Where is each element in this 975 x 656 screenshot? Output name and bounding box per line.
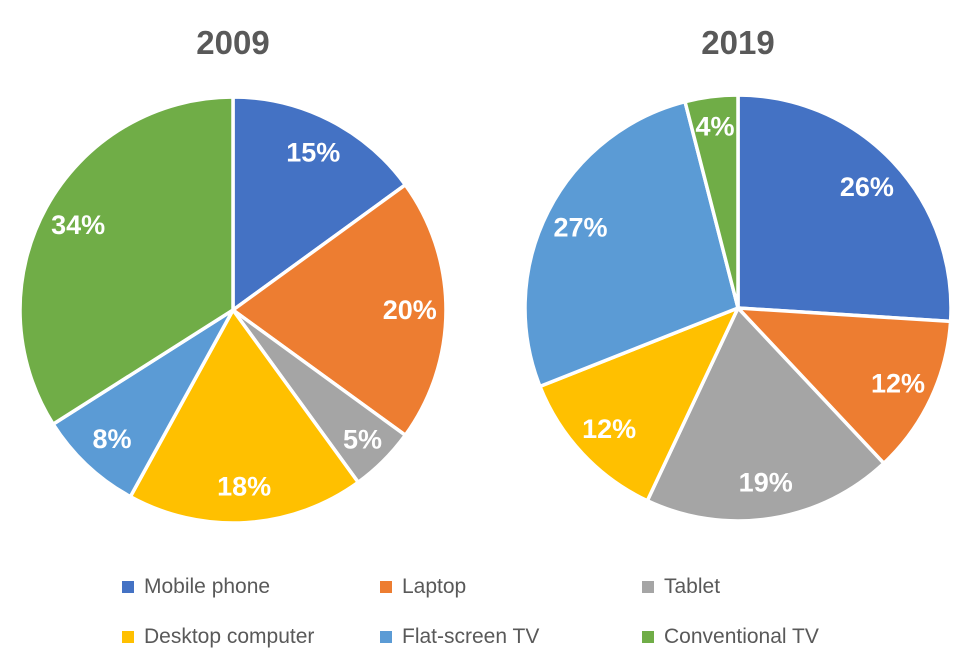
pie-data-label-laptop: 12% [871, 368, 925, 398]
pie-slice-flat-screen-tv [51, 308, 235, 499]
legend-label: Laptop [402, 575, 467, 598]
pie-slice-mobile-phone [231, 95, 408, 312]
legend-item-conventional-tv: Conventional TV [642, 624, 819, 650]
pie-data-label-mobile-phone: 26% [840, 172, 894, 202]
pie-data-label-desktop-computer: 18% [217, 471, 271, 501]
pie-slice-tablet [645, 306, 886, 523]
pie-data-label-flat-screen-tv: 27% [553, 213, 607, 243]
pie-chart-2009: 15% 20% 5% 18% 8% 34% [18, 95, 448, 525]
legend-label: Tablet [664, 575, 721, 598]
legend-item-laptop: Laptop [380, 574, 466, 600]
pie-slice-conventional-tv [683, 93, 740, 310]
pie-slice-flat-screen-tv [523, 99, 740, 389]
legend-label: Desktop computer [144, 625, 315, 648]
pie-slice-desktop-computer [128, 308, 360, 525]
legend-item-flat-screen-tv: Flat-screen TV [380, 624, 539, 650]
pie-chart-2019: 26% 12% 19% 12% 27% 4% [523, 93, 953, 523]
pie-slice-laptop [231, 183, 448, 437]
pie-data-label-laptop: 20% [383, 295, 437, 325]
legend-item-mobile-phone: Mobile phone [122, 574, 270, 600]
legend-swatch-laptop [380, 581, 392, 593]
legend-swatch-mobile-phone [122, 581, 134, 593]
pie-data-label-desktop-computer: 12% [582, 414, 636, 444]
pie-slice-conventional-tv [18, 95, 235, 426]
pie-data-label-conventional-tv: 4% [695, 111, 734, 141]
legend-item-desktop-computer: Desktop computer [122, 624, 314, 650]
pie-data-label-tablet: 5% [343, 425, 382, 455]
legend-swatch-flat-screen-tv [380, 631, 392, 643]
legend-label: Conventional TV [664, 625, 819, 648]
legend-label: Flat-screen TV [402, 625, 540, 648]
pie-data-label-conventional-tv: 34% [51, 210, 105, 240]
legend-item-tablet: Tablet [642, 574, 720, 600]
pie-data-label-mobile-phone: 15% [286, 138, 340, 168]
pie-slice-mobile-phone [736, 93, 953, 324]
pie-data-label-tablet: 19% [739, 468, 793, 498]
legend-swatch-tablet [642, 581, 654, 593]
legend-swatch-conventional-tv [642, 631, 654, 643]
legend-swatch-desktop-computer [122, 631, 134, 643]
pie-slice-laptop [736, 306, 953, 466]
legend-label: Mobile phone [144, 575, 271, 598]
chart-title-2019: 2019 [701, 24, 775, 61]
pie-slice-desktop-computer [538, 306, 740, 503]
pie-data-label-flat-screen-tv: 8% [92, 424, 131, 454]
chart-title-2009: 2009 [196, 24, 270, 61]
